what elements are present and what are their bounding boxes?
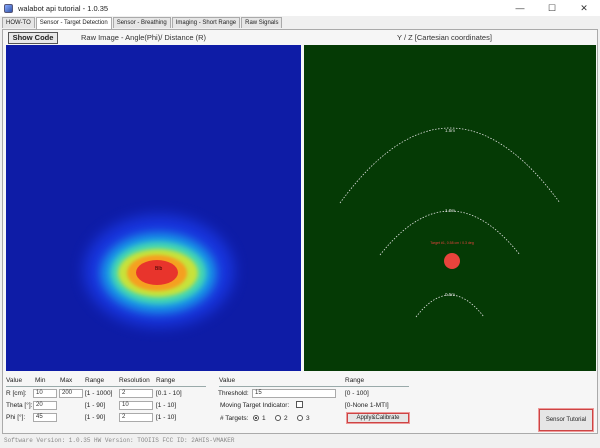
yz-title: Y / Z [Cartesian coordinates] xyxy=(397,33,492,42)
header-res-range: Range xyxy=(156,377,176,384)
range-arc-small xyxy=(415,294,485,318)
mti-label: Moving Target Indicator: xyxy=(220,402,290,409)
theta-min-input[interactable]: 20 xyxy=(33,401,57,410)
arc-label-large: 1.5m xyxy=(445,128,455,133)
targets-radio-1[interactable] xyxy=(253,415,259,421)
sensor-tutorial-button[interactable]: Sensor Tutorial xyxy=(539,409,593,431)
phi-resolution-input[interactable]: 2 xyxy=(119,413,153,422)
targets-option-1: 1 xyxy=(262,415,266,422)
minimize-button[interactable]: — xyxy=(515,3,525,13)
r-res-range: [0.1 - 10] xyxy=(156,390,182,397)
heatmap-label: Blb xyxy=(155,266,163,272)
r-label: R [cm]: xyxy=(6,390,27,397)
phi-min-input[interactable]: 45 xyxy=(33,413,57,422)
theta-resolution-input[interactable]: 10 xyxy=(119,401,153,410)
header-resolution: Resolution xyxy=(119,377,150,384)
tab-sensor-breathing[interactable]: Sensor - Breathing xyxy=(112,17,171,28)
status-bar: Software Version: 1.0.35 HW Version: TOO… xyxy=(4,437,235,444)
show-code-button[interactable]: Show Code xyxy=(8,32,58,44)
raw-image-canvas: Blb xyxy=(6,45,301,371)
header-range-right: Range xyxy=(345,377,365,384)
theta-range: [1 - 90] xyxy=(85,402,106,409)
target-label: Target #1, 0.58 cm / 0.3 deg xyxy=(430,241,474,245)
r-range: [1 - 1000] xyxy=(85,390,113,397)
header-divider xyxy=(6,386,206,387)
range-arc-medium xyxy=(379,210,521,256)
r-min-input[interactable]: 10 xyxy=(33,389,57,398)
header-max: Max xyxy=(60,377,73,384)
targets-radio-2[interactable] xyxy=(275,415,281,421)
heatmap-core xyxy=(136,260,178,285)
tab-sensor-target-detection[interactable]: Sensor - Target Detection xyxy=(35,17,112,29)
targets-radio-3[interactable] xyxy=(297,415,303,421)
tab-raw-signals[interactable]: Raw Signals xyxy=(241,17,283,28)
phi-res-range: [1 - 10] xyxy=(156,414,177,421)
mti-range: [0-None 1-MTI] xyxy=(345,402,389,409)
window-title: walabot api tutorial - 1.0.35 xyxy=(18,3,109,13)
title-bar: walabot api tutorial - 1.0.35 — ☐ ✕ xyxy=(0,0,600,16)
theta-label: Theta [°]: xyxy=(6,402,33,409)
range-arc-large xyxy=(339,127,561,204)
close-button[interactable]: ✕ xyxy=(580,2,588,13)
theta-res-range: [1 - 10] xyxy=(156,402,177,409)
phi-label: Phi [°]: xyxy=(6,414,26,421)
phi-range: [1 - 90] xyxy=(85,414,106,421)
r-resolution-input[interactable]: 2 xyxy=(119,389,153,398)
targets-option-3: 3 xyxy=(306,415,310,422)
targets-option-2: 2 xyxy=(284,415,288,422)
threshold-label: Threshold: xyxy=(218,390,249,397)
raw-image-title: Raw Image - Angle(Phi)/ Distance (R) xyxy=(81,33,207,42)
header-min: Min xyxy=(35,377,46,384)
mti-checkbox[interactable] xyxy=(296,401,303,408)
app-icon xyxy=(4,3,13,13)
tab-imaging-short-range[interactable]: Imaging - Short Range xyxy=(171,17,241,28)
threshold-range: [0 - 100] xyxy=(345,390,369,397)
target-marker xyxy=(444,253,460,269)
arc-label-medium: 1.0m xyxy=(445,208,455,213)
header-value: Value xyxy=(6,377,23,384)
tab-bar: HOW-TO Sensor - Target Detection Sensor … xyxy=(2,17,283,29)
parameters-panel: Value Min Max Range Resolution Range R [… xyxy=(3,375,599,435)
targets-label: # Targets: xyxy=(220,415,249,422)
r-max-input[interactable]: 200 xyxy=(59,389,83,398)
right-header-divider xyxy=(219,386,409,387)
header-range: Range xyxy=(85,377,105,384)
tab-content: Show Code Raw Image - Angle(Phi)/ Distan… xyxy=(2,29,598,434)
arc-label-small: 0.5m xyxy=(445,292,455,297)
threshold-input[interactable]: 15 xyxy=(252,389,336,398)
tab-how-to[interactable]: HOW-TO xyxy=(2,17,35,28)
yz-plot: 1.5m 1.0m 0.5m Target #1, 0.58 cm / 0.3 … xyxy=(339,127,561,318)
yz-canvas: 1.5m 1.0m 0.5m Target #1, 0.58 cm / 0.3 … xyxy=(304,45,596,371)
header-value-right: Value xyxy=(219,377,236,384)
maximize-button[interactable]: ☐ xyxy=(547,2,557,13)
apply-calibrate-button[interactable]: Apply&Calibrate xyxy=(347,413,409,423)
